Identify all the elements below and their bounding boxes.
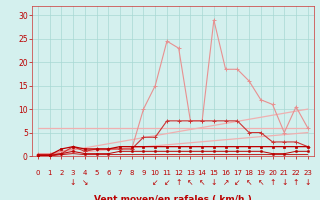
Text: ↑: ↑ — [293, 178, 299, 187]
Text: ↗: ↗ — [222, 178, 229, 187]
Text: ↑: ↑ — [175, 178, 182, 187]
X-axis label: Vent moyen/en rafales ( km/h ): Vent moyen/en rafales ( km/h ) — [94, 195, 252, 200]
Text: ↙: ↙ — [152, 178, 158, 187]
Text: ↓: ↓ — [281, 178, 287, 187]
Text: ↓: ↓ — [70, 178, 76, 187]
Text: ↖: ↖ — [246, 178, 252, 187]
Text: ↘: ↘ — [82, 178, 88, 187]
Text: ↓: ↓ — [305, 178, 311, 187]
Text: ↑: ↑ — [269, 178, 276, 187]
Text: ↓: ↓ — [211, 178, 217, 187]
Text: ↙: ↙ — [234, 178, 241, 187]
Text: ↖: ↖ — [199, 178, 205, 187]
Text: ↙: ↙ — [164, 178, 170, 187]
Text: ↖: ↖ — [258, 178, 264, 187]
Text: ↖: ↖ — [187, 178, 194, 187]
